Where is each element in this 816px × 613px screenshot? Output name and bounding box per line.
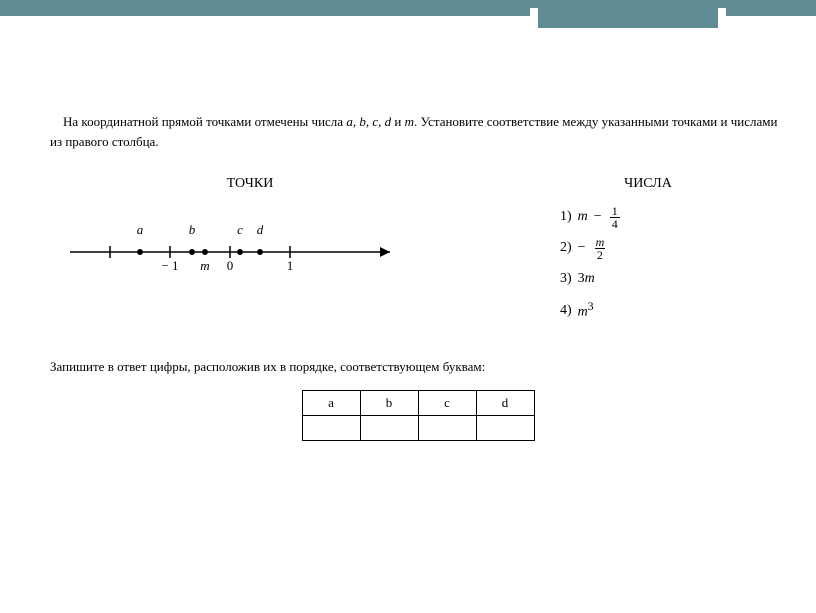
answer-2-den: 2 — [595, 248, 605, 261]
answer-table-input-row — [302, 415, 534, 440]
svg-text:c: c — [237, 222, 243, 237]
answer-2-num: m — [594, 236, 607, 248]
answer-1-fraction: 1 4 — [610, 205, 620, 230]
column-points: ТОЧКИ − 1 0 1 a b cd m — [50, 176, 450, 329]
answer-3-label: 3) — [560, 264, 572, 295]
answer-1-minus: − — [594, 202, 602, 233]
svg-text:− 1: − 1 — [161, 258, 178, 273]
prompt-text-pre: На координатной прямой точками отмечены … — [63, 114, 346, 129]
answer-2-fraction: m 2 — [594, 236, 607, 261]
prompt-text-mid: и — [391, 114, 404, 129]
answers-list: 1) m − 1 4 2) − m 2 — [510, 202, 786, 329]
svg-text:0: 0 — [227, 258, 234, 273]
problem-statement: На координатной прямой точками отмечены … — [50, 112, 786, 151]
svg-text:b: b — [189, 222, 196, 237]
svg-text:m: m — [200, 258, 209, 273]
answer-2-label: 2) — [560, 233, 572, 264]
answer-table: a b c d — [302, 390, 535, 441]
instruction-text: Запишите в ответ цифры, расположив их в … — [50, 359, 786, 375]
answer-3: 3) 3m — [560, 264, 786, 295]
answer-1-num: 1 — [610, 205, 620, 217]
slide: На координатной прямой точками отмечены … — [0, 0, 816, 613]
answer-cell-d[interactable] — [476, 415, 534, 440]
prompt-var-m: m — [405, 114, 414, 129]
answer-table-header-d: d — [476, 390, 534, 415]
number-line: − 1 0 1 a b cd m — [70, 212, 410, 282]
answer-cell-a[interactable] — [302, 415, 360, 440]
answer-table-header-b: b — [360, 390, 418, 415]
column-points-header: ТОЧКИ — [50, 176, 450, 192]
answer-3-value: 3m — [578, 264, 595, 295]
prompt-vars: a, b, c, d — [346, 114, 391, 129]
svg-text:a: a — [137, 222, 144, 237]
slide-tab-decoration — [530, 8, 726, 28]
columns: ТОЧКИ − 1 0 1 a b cd m ЧИСЛА 1) m − 1 4 — [50, 176, 786, 329]
svg-text:1: 1 — [287, 258, 294, 273]
answer-2: 2) − m 2 — [560, 233, 786, 264]
answer-table-header-c: c — [418, 390, 476, 415]
content-area: На координатной прямой точками отмечены … — [0, 22, 816, 471]
answer-cell-c[interactable] — [418, 415, 476, 440]
column-numbers: ЧИСЛА 1) m − 1 4 2) − — [510, 176, 786, 329]
answer-cell-b[interactable] — [360, 415, 418, 440]
answer-4-label: 4) — [560, 296, 572, 327]
answer-4: 4) m3 — [560, 294, 786, 328]
answer-table-header-row: a b c d — [302, 390, 534, 415]
column-numbers-header: ЧИСЛА — [510, 176, 786, 192]
answer-1-var: m — [578, 202, 588, 233]
number-line-container: − 1 0 1 a b cd m — [50, 202, 450, 296]
svg-text:d: d — [257, 222, 264, 237]
answer-4-value: m3 — [578, 294, 594, 328]
answer-1-label: 1) — [560, 202, 572, 233]
answer-1-den: 4 — [610, 217, 620, 230]
answer-1: 1) m − 1 4 — [560, 202, 786, 233]
answer-table-header-a: a — [302, 390, 360, 415]
answer-2-minus: − — [578, 233, 586, 264]
